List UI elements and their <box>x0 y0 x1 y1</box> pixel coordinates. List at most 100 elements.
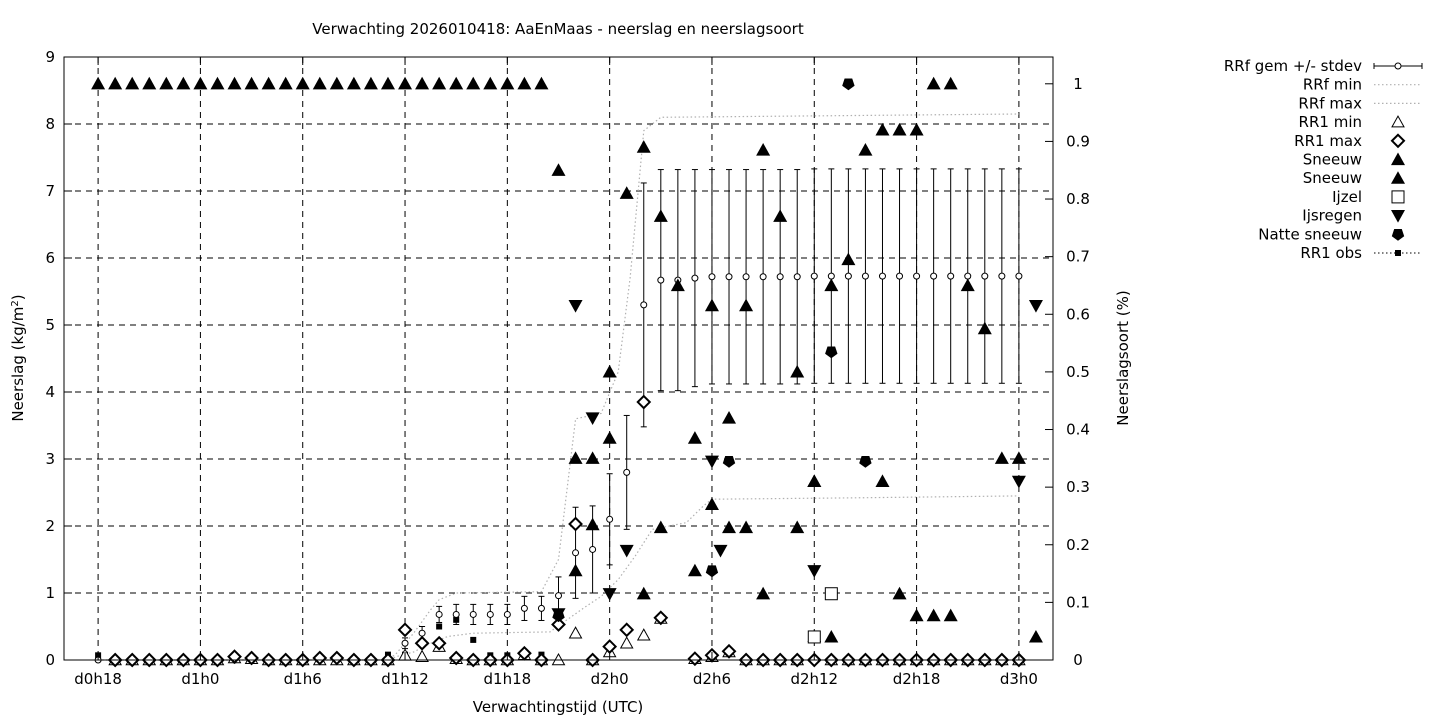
sneeuw-point <box>432 76 447 90</box>
legend-natte-sneeuw-marker <box>1391 229 1405 241</box>
x-tick-label: d3h0 <box>1000 670 1038 688</box>
ijzel-point <box>824 587 838 601</box>
ijsregen-point <box>585 412 600 425</box>
rrf-mean-point <box>930 272 938 280</box>
rrf-mean-point <box>878 272 886 280</box>
sneeuw-point <box>704 298 719 312</box>
rrf-mean-point <box>810 272 818 280</box>
rr1-max-point <box>602 639 618 655</box>
sneeuw-point <box>722 520 737 534</box>
rrf-min-line <box>98 495 1019 661</box>
rrf-mean-point <box>401 639 409 647</box>
sneeuw-point <box>892 586 907 600</box>
y-right-tick-label: 0.6 <box>1066 305 1090 323</box>
sneeuw-point <box>926 76 941 90</box>
rrf-mean-point <box>1015 272 1023 280</box>
rr1-max-point <box>431 635 447 651</box>
natte-sneeuw-point <box>825 346 838 359</box>
y-right-tick-label: 1 <box>1073 75 1083 93</box>
legend-label: Natte sneeuw <box>1258 225 1362 243</box>
rr1-max-point <box>329 650 345 666</box>
natte-sneeuw-point <box>705 565 719 578</box>
sneeuw-point <box>687 431 702 444</box>
y-left-tick-label: 7 <box>45 182 55 200</box>
rr1-max-point <box>397 622 413 638</box>
y-right-tick-label: 0.7 <box>1066 248 1090 266</box>
sneeuw-point <box>739 520 754 534</box>
ijsregen-point <box>713 544 728 558</box>
sneeuw-point <box>415 76 430 90</box>
natte-sneeuw-point <box>552 610 565 623</box>
rr1-max-point <box>551 617 566 632</box>
sneeuw-point <box>926 608 941 622</box>
rrf-mean-point <box>708 273 716 281</box>
sneeuw-point <box>466 76 481 90</box>
legend-obs-marker <box>1395 250 1401 256</box>
rr1-max-point <box>312 650 328 666</box>
rrf-mean-point <box>691 274 699 282</box>
legend-ijsregen-marker <box>1391 210 1405 223</box>
rrf-mean-point <box>503 610 511 618</box>
sneeuw-point <box>602 431 617 444</box>
sneeuw-point <box>500 76 515 90</box>
x-tick-label: d2h6 <box>693 670 731 688</box>
sneeuw-point <box>244 76 259 90</box>
sneeuw-point <box>824 278 839 292</box>
y-right-tick-label: 0.9 <box>1066 132 1090 150</box>
y-left-tick-label: 2 <box>45 517 55 535</box>
rr1-min-point <box>551 652 566 666</box>
y-left-tick-label: 8 <box>45 115 55 133</box>
rr1-max-point <box>619 622 635 638</box>
x-tick-label: d2h12 <box>790 670 838 688</box>
rr1-max-point <box>448 650 464 666</box>
rrf-mean-point <box>981 272 989 280</box>
x-tick-label: d0h18 <box>74 670 122 688</box>
y-axis-left-label-sup: 2 <box>10 300 21 306</box>
natte-sneeuw-point <box>859 456 872 468</box>
rr1-max-point <box>244 650 259 666</box>
y-right-tick-label: 0.1 <box>1066 593 1090 611</box>
rrf-mean-point <box>913 272 921 280</box>
rrf-mean-point <box>827 272 835 280</box>
rrf-mean-point <box>606 515 614 523</box>
sneeuw-point <box>875 474 890 487</box>
rrf-mean-point <box>640 301 648 309</box>
sneeuw-point <box>858 143 873 156</box>
rr1-min-point <box>636 628 651 641</box>
y-axis-left-label-end: ) <box>9 294 27 300</box>
legend-sneeuw-marker <box>1391 152 1405 166</box>
rrf-mean-point <box>725 273 733 281</box>
sneeuw-point <box>517 76 532 90</box>
y-axis-right-label: Neerslagsoort (%) <box>1114 290 1132 425</box>
sneeuw-point <box>807 474 822 487</box>
sneeuw-point <box>722 410 737 424</box>
y-left-tick-label: 3 <box>45 450 55 468</box>
y-right-tick-label: 0.5 <box>1066 363 1090 381</box>
sneeuw-point <box>824 629 839 643</box>
rrf-mean-point <box>861 272 869 280</box>
sneeuw-point <box>329 76 344 90</box>
ijsregen-point <box>1011 475 1026 489</box>
rr1-max-point <box>516 645 532 661</box>
sneeuw-point <box>994 451 1009 464</box>
rr1-obs-point <box>470 636 477 643</box>
y-right-tick-label: 0.3 <box>1066 478 1090 496</box>
sneeuw-point <box>790 520 805 534</box>
y-left-tick-label: 4 <box>45 383 55 401</box>
x-tick-label: d1h6 <box>284 670 322 688</box>
y-left-tick-label: 5 <box>45 316 55 334</box>
legend-label: Ijsregen <box>1302 207 1362 225</box>
rrf-mean-point <box>418 629 426 637</box>
ijsregen-point <box>602 588 617 601</box>
sneeuw-point <box>909 608 924 622</box>
axes: 0 1 2 3 4 5 6 7 8 9 0 0.1 0.2 0.3 0.4 0.5 0.6 0.7 0.8 0.9 1 d… <box>45 48 1089 688</box>
y-right-tick-label: 0 <box>1073 651 1083 669</box>
sneeuw-point <box>176 76 191 90</box>
sneeuw-point <box>636 140 651 153</box>
ijsregen-point <box>568 300 583 313</box>
rr1-obs-point <box>436 623 443 630</box>
rrf-mean-point <box>759 273 767 281</box>
rrf-mean-point <box>623 468 631 476</box>
